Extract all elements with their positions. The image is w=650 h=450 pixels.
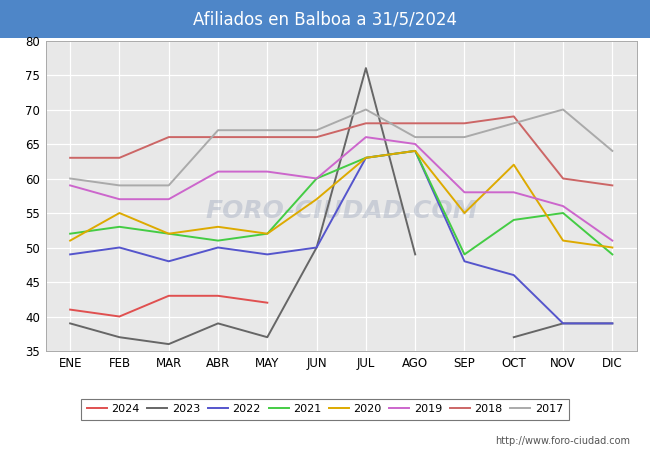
Text: FORO-CIUDAD.COM: FORO-CIUDAD.COM xyxy=(205,199,478,223)
Text: http://www.foro-ciudad.com: http://www.foro-ciudad.com xyxy=(495,436,630,446)
Legend: 2024, 2023, 2022, 2021, 2020, 2019, 2018, 2017: 2024, 2023, 2022, 2021, 2020, 2019, 2018… xyxy=(81,399,569,420)
Text: Afiliados en Balboa a 31/5/2024: Afiliados en Balboa a 31/5/2024 xyxy=(193,10,457,28)
